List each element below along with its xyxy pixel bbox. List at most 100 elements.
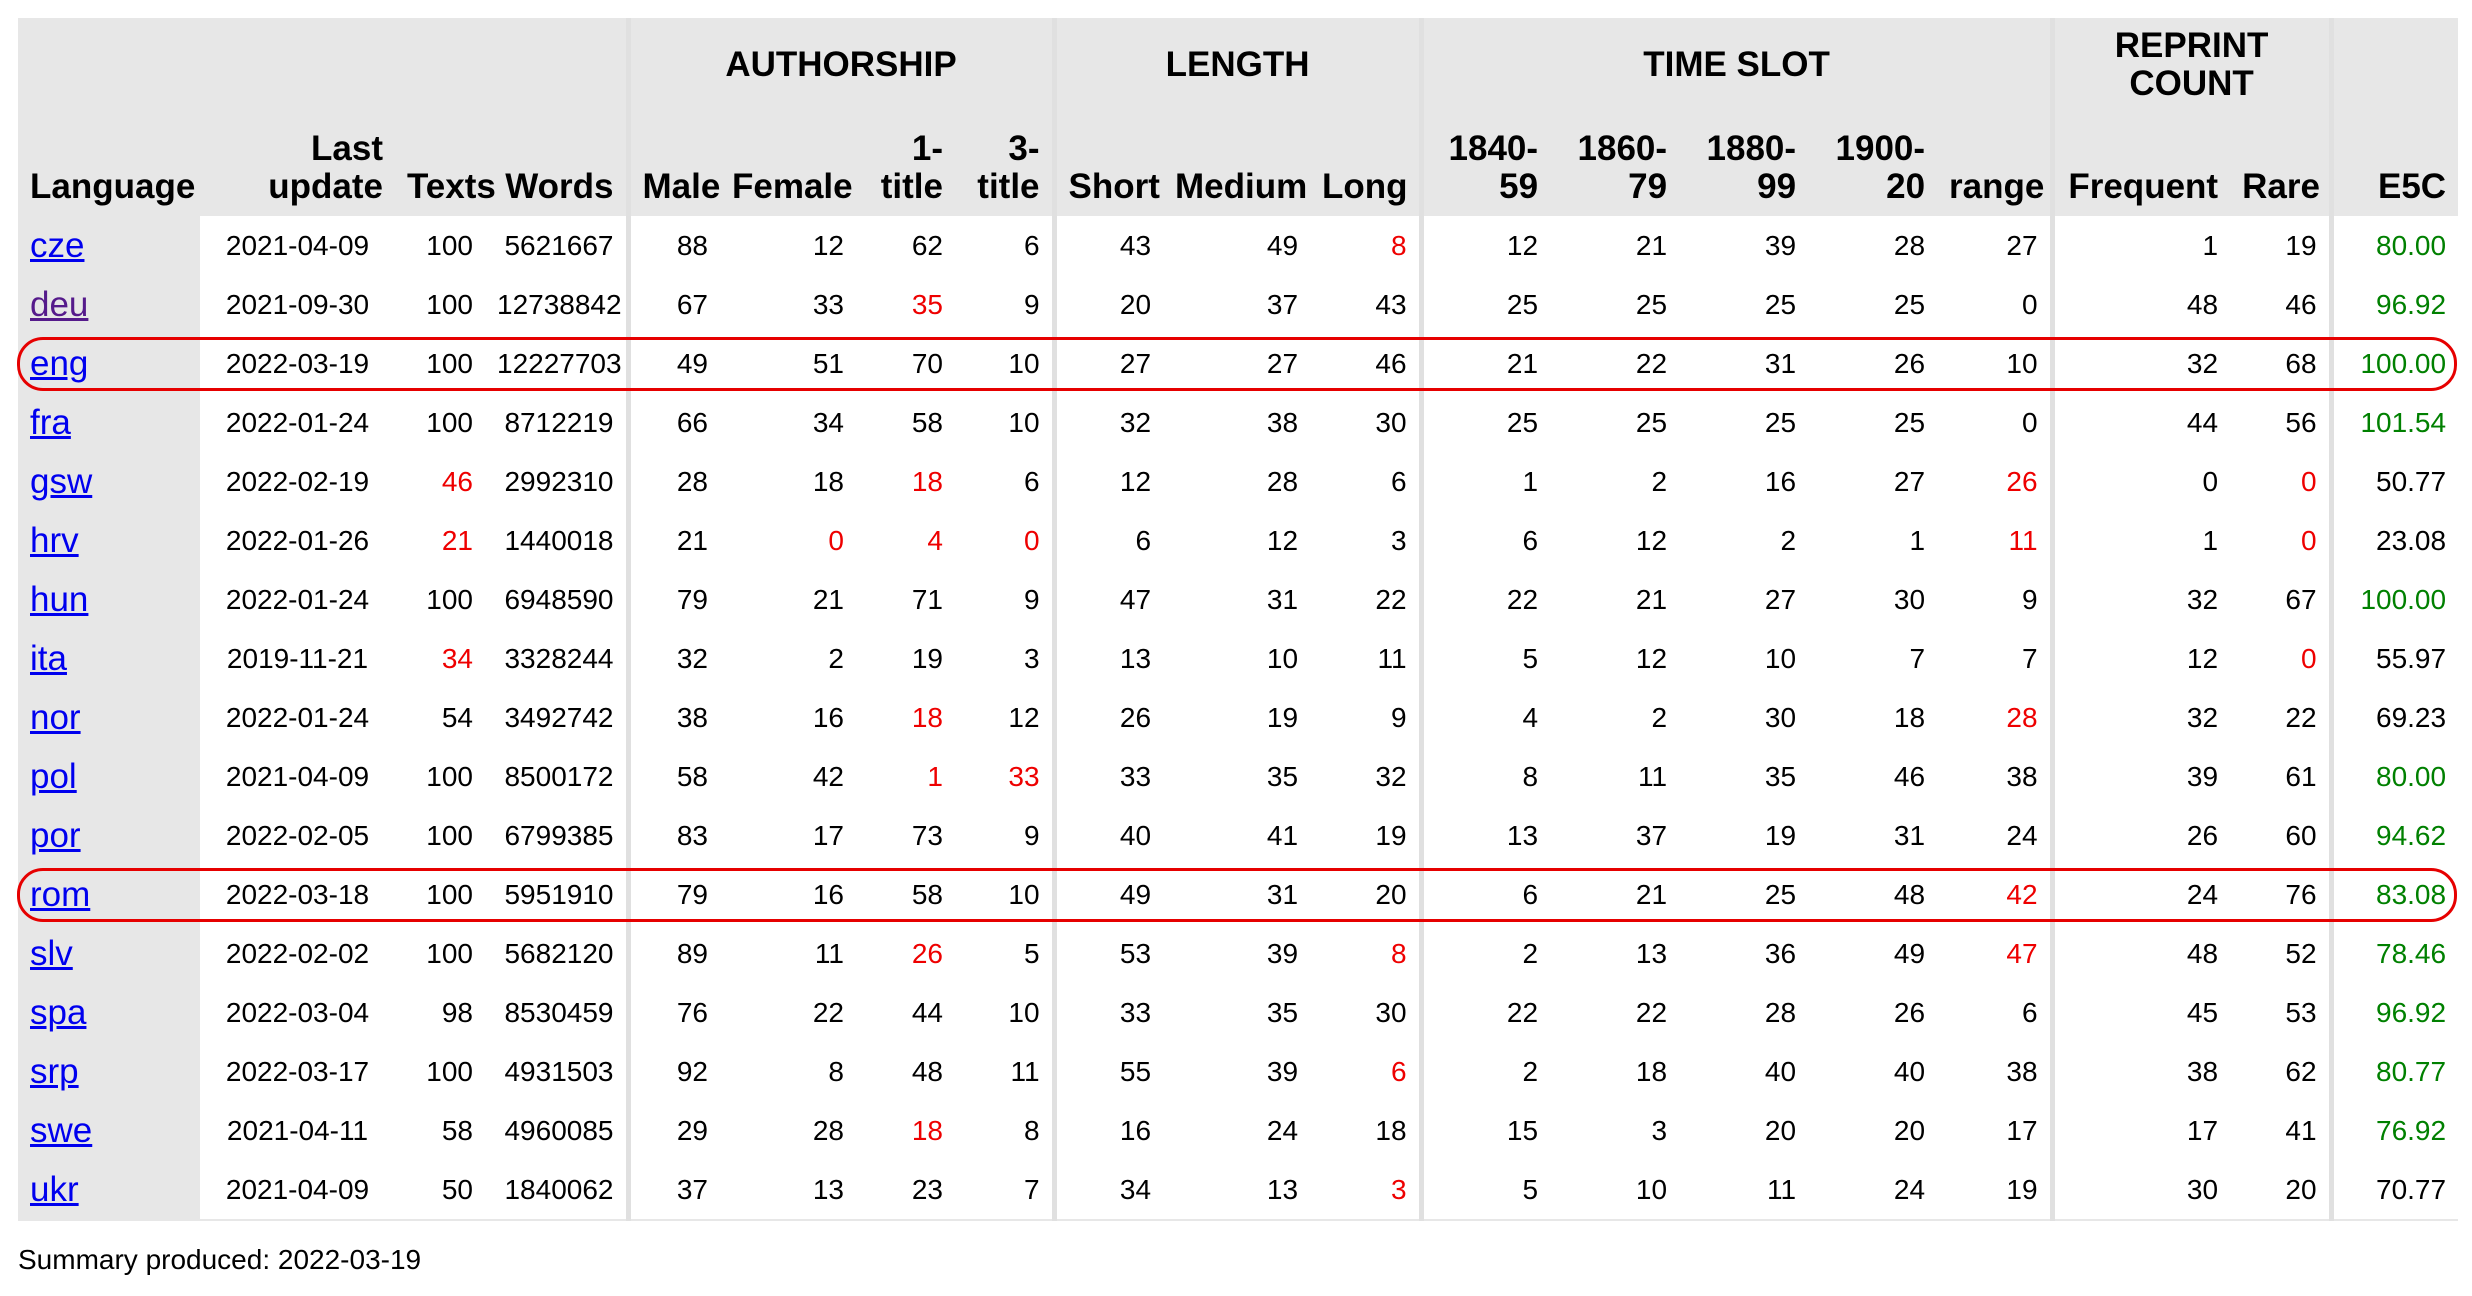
language-link-slv[interactable]: slv — [30, 933, 73, 973]
col-1860-79: 1860- 79 — [1550, 112, 1680, 216]
cell-words: 1440018 — [504, 524, 614, 556]
cell-words: 8712219 — [504, 406, 614, 438]
cell-t1860: 25 — [1635, 288, 1668, 320]
table-row: spa 2022-03-04 98 8530459 76 22 44 10 33 35 30 22 22… — [18, 983, 2459, 1042]
cell-one-title: 18 — [911, 701, 943, 733]
language-link-hun[interactable]: hun — [30, 579, 89, 619]
cell-words: 8500172 — [504, 760, 614, 792]
language-link-rom[interactable]: rom — [30, 874, 91, 914]
cell-frequent: 0 — [2049, 452, 2231, 511]
language-link-ita[interactable]: ita — [30, 638, 67, 678]
cell-medium: 27 — [1266, 347, 1299, 379]
language-link-deu[interactable]: deu — [30, 284, 89, 324]
cell-frequent: 39 — [2049, 747, 2231, 806]
table-header: AUTHORSHIP LENGTH TIME SLOT REPRINT COUNT… — [18, 18, 2459, 216]
language-link-eng[interactable]: eng — [30, 343, 89, 383]
cell-range: 47 — [2006, 937, 2038, 969]
cell-t1880: 19 — [1764, 819, 1797, 851]
cell-t1860: 18 — [1635, 1055, 1668, 1087]
cell-medium: 35 — [1266, 760, 1299, 792]
cell-female: 16 — [812, 701, 844, 733]
cell-long: 32 — [1375, 760, 1407, 792]
cell-words: 6799385 — [504, 819, 614, 851]
cell-range: 28 — [2006, 701, 2038, 733]
cell-t1880: 40 — [1764, 1055, 1797, 1087]
cell-short: 34 — [1051, 1160, 1164, 1221]
col-3-title-line2: title — [977, 167, 1040, 206]
language-link-spa[interactable]: spa — [30, 992, 87, 1032]
col-long: Long — [1310, 112, 1422, 216]
cell-e5c: 100.00 — [2328, 334, 2459, 393]
cell-male: 92 — [625, 1042, 720, 1101]
cell-words: 4960085 — [504, 1114, 614, 1146]
cell-male: 28 — [625, 452, 720, 511]
cell-words: 5682120 — [504, 937, 614, 969]
col-male: Male — [625, 112, 720, 216]
cell-t1860: 3 — [1651, 1114, 1668, 1146]
cell-e5c: 50.77 — [2328, 452, 2459, 511]
language-cell: srp — [18, 1042, 200, 1101]
cell-female: 13 — [720, 1160, 856, 1221]
cell-t1840: 15 — [1418, 1101, 1551, 1160]
cell-texts: 100 — [426, 583, 473, 615]
cell-short: 12 — [1051, 452, 1164, 511]
col-1-title-line2: title — [880, 167, 943, 206]
cell-short: 27 — [1051, 334, 1164, 393]
cell-male: 49 — [625, 334, 720, 393]
cell-female: 51 — [812, 347, 844, 379]
cell-e5c: 83.08 — [2328, 865, 2459, 924]
cell-t1900: 31 — [1893, 819, 1926, 851]
cell-female: 8 — [828, 1055, 844, 1087]
cell-t1860: 10 — [1550, 1160, 1680, 1221]
language-link-ukr[interactable]: ukr — [30, 1169, 79, 1209]
cell-male: 79 — [625, 865, 720, 924]
cell-short: 33 — [1051, 747, 1164, 806]
cell-short: 40 — [1051, 806, 1164, 865]
language-link-srp[interactable]: srp — [30, 1051, 79, 1091]
cell-medium: 31 — [1266, 583, 1299, 615]
cell-long: 11 — [1377, 642, 1407, 674]
language-cell: hrv — [18, 511, 200, 570]
language-cell: rom — [18, 865, 200, 924]
language-link-fra[interactable]: fra — [30, 402, 71, 442]
cell-medium: 49 — [1266, 229, 1299, 261]
cell-rare: 56 — [2285, 406, 2317, 438]
cell-t1860: 21 — [1635, 878, 1668, 910]
cell-texts: 100 — [426, 347, 473, 379]
cell-e5c: 94.62 — [2328, 806, 2459, 865]
cell-e5c: 78.46 — [2328, 924, 2459, 983]
cell-texts: 21 — [441, 524, 473, 556]
cell-male: 79 — [625, 570, 720, 629]
cell-e5c: 80.00 — [2328, 216, 2459, 275]
cell-three-title: 10 — [1008, 996, 1040, 1028]
language-link-pol[interactable]: pol — [30, 756, 77, 796]
cell-male: 89 — [625, 924, 720, 983]
cell-t1860: 12 — [1635, 524, 1668, 556]
cell-e5c: 55.97 — [2328, 629, 2459, 688]
cell-three-title: 0 — [1023, 524, 1040, 556]
cell-three-title: 10 — [1008, 347, 1040, 379]
cell-medium: 41 — [1266, 819, 1299, 851]
language-link-por[interactable]: por — [30, 815, 81, 855]
cell-t1860: 21 — [1635, 583, 1668, 615]
cell-words: 5951910 — [504, 878, 614, 910]
col-1900-line2: 20 — [1886, 167, 1926, 206]
group-header-reprint-count: REPRINT COUNT — [2049, 18, 2332, 112]
language-link-hrv[interactable]: hrv — [30, 520, 79, 560]
language-link-gsw[interactable]: gsw — [30, 461, 93, 501]
reprint-line2: COUNT — [2129, 64, 2254, 103]
cell-short: 6 — [1051, 511, 1164, 570]
language-link-swe[interactable]: swe — [30, 1110, 93, 1150]
cell-rare: 41 — [2285, 1114, 2317, 1146]
cell-e5c: 96.92 — [2328, 275, 2459, 334]
cell-last-update: 2022-02-02 — [225, 937, 370, 969]
cell-three-title: 9 — [1023, 288, 1040, 320]
cell-short: 43 — [1051, 216, 1164, 275]
cell-medium: 28 — [1266, 465, 1299, 497]
group-header-blank — [18, 18, 628, 112]
language-link-nor[interactable]: nor — [30, 697, 81, 737]
cell-rare: 20 — [2230, 1160, 2332, 1221]
cell-t1840: 13 — [1418, 806, 1551, 865]
language-link-cze[interactable]: cze — [30, 225, 85, 265]
cell-range: 9 — [2022, 583, 2038, 615]
